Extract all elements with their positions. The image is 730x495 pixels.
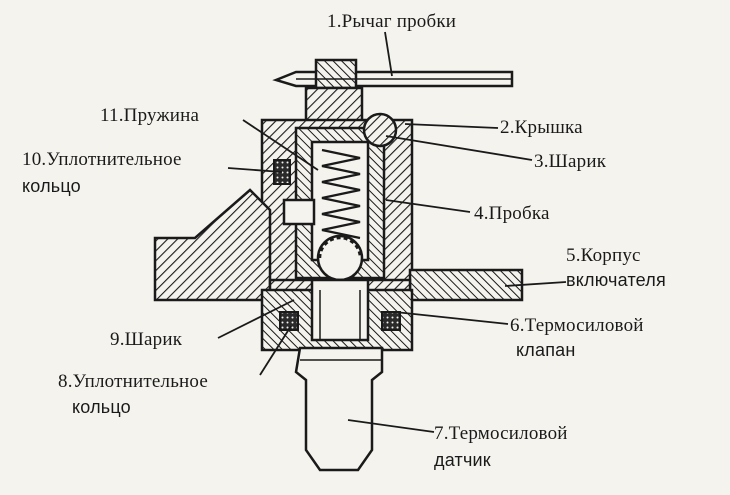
label-9-ball: 9.Шарик	[110, 329, 183, 350]
label-6-valve: 6.Термосиловой	[510, 315, 644, 336]
thermo-sensor	[294, 346, 384, 472]
plug-slot	[282, 198, 316, 226]
label-2-cover: 2.Крышка	[500, 117, 583, 138]
label-10-seal: 10.Уплотнительное	[22, 149, 182, 170]
label-5-body-line2: включателя	[566, 270, 666, 290]
label-10-seal-line2: кольцо	[22, 176, 81, 196]
label-11-spring: 11.Пружина	[100, 105, 200, 126]
label-6-valve-line2: клапан	[516, 340, 576, 360]
label-1-lever: 1.Рычаг пробки	[327, 11, 457, 32]
label-7-sensor-line2: датчик	[434, 450, 491, 470]
leader-lines	[217, 31, 567, 433]
ball-3	[362, 112, 398, 148]
seal-ring-8	[279, 311, 401, 331]
spring	[321, 148, 361, 240]
label-5-body: 5.Корпус	[566, 245, 641, 266]
ball-9	[316, 234, 364, 282]
label-4-plug: 4.Пробка	[474, 203, 550, 224]
label-3-ball: 3.Шарик	[534, 151, 607, 172]
label-8-seal-line2: кольцо	[72, 397, 131, 417]
label-8-seal: 8.Уплотнительное	[58, 371, 208, 392]
label-7-sensor: 7.Термосиловой	[434, 423, 568, 444]
lever	[272, 58, 514, 90]
